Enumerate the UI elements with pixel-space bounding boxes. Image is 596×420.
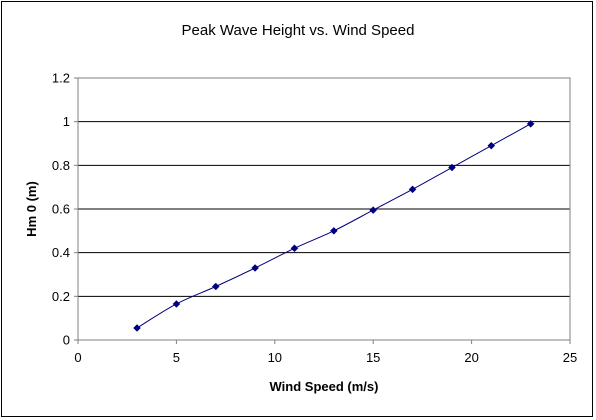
x-tick-label: 10	[268, 350, 282, 365]
data-point	[526, 119, 535, 128]
grid	[78, 77, 570, 297]
data-point	[329, 226, 338, 235]
x-tick-label: 5	[173, 350, 180, 365]
y-tick-label: 0.6	[52, 202, 70, 217]
x-tick-label: 15	[366, 350, 380, 365]
y-axis-title: Hm 0 (m)	[24, 181, 39, 237]
x-axis-title: Wind Speed (m/s)	[270, 379, 379, 394]
chart-title: Peak Wave Height vs. Wind Speed	[182, 22, 415, 39]
x-axis-ticks: 0 5 10 15 20 25	[74, 340, 577, 365]
y-tick-label: 1	[63, 114, 70, 129]
series-line	[136, 123, 531, 329]
y-tick-label: 0.8	[52, 158, 70, 173]
data-point	[369, 206, 378, 214]
data-point	[290, 244, 299, 253]
x-tick-label: 0	[74, 350, 81, 365]
y-tick-label: 0.2	[52, 289, 70, 304]
series	[133, 119, 535, 332]
data-point	[172, 300, 181, 308]
data-point	[448, 163, 456, 172]
y-axis-ticks: 0 0.2 0.4 0.6 0.8 1 1.2	[52, 71, 78, 348]
data-point	[133, 324, 141, 332]
data-point	[408, 185, 417, 194]
y-tick-label: 0.4	[52, 245, 70, 260]
data-point	[211, 282, 220, 291]
x-tick-label: 20	[464, 350, 478, 365]
data-point	[251, 264, 259, 272]
x-tick-label: 25	[563, 350, 577, 365]
data-point	[487, 141, 496, 150]
y-tick-label: 1.2	[52, 71, 70, 86]
y-tick-label: 0	[63, 333, 70, 348]
